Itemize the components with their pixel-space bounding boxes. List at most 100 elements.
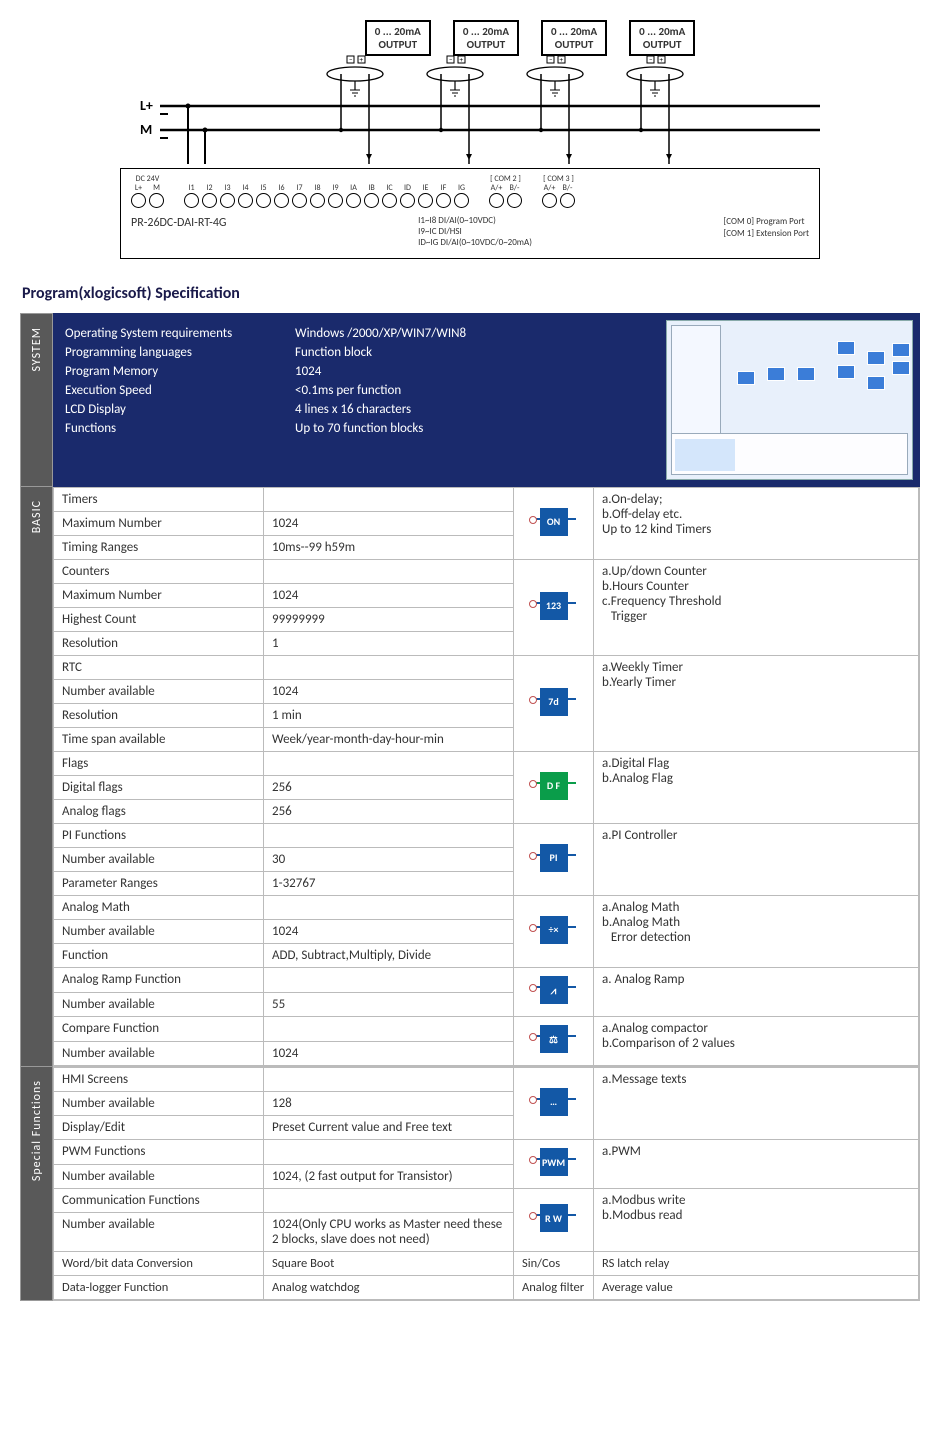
spec-value: RS latch relay	[594, 1252, 919, 1276]
group-header: Counters	[54, 560, 264, 584]
system-row: FunctionsUp to 70 function blocks	[65, 419, 647, 438]
group-desc: a.Digital Flagb.Analog Flag	[594, 752, 919, 824]
function-block-icon: ÷×	[532, 912, 576, 948]
terminal-power: DC 24V L+M	[131, 175, 164, 208]
spec-key: Number available	[54, 1164, 264, 1189]
system-value: 1024	[295, 362, 647, 381]
tab-basic: BASIC	[21, 487, 53, 1067]
spec-value: Analog filter	[514, 1276, 594, 1300]
svg-text:+: +	[460, 55, 464, 64]
output-box: 0 ... 20mAOUTPUT	[541, 20, 607, 56]
system-key: Functions	[65, 419, 295, 438]
group-desc: a.Analog Mathb.Analog Math Error detecti…	[594, 896, 919, 968]
svg-text:+: +	[360, 55, 364, 64]
spec-value: 55	[264, 992, 514, 1017]
spec-key: Number available	[54, 848, 264, 872]
group-header: PWM Functions	[54, 1140, 264, 1165]
system-key: Program Memory	[65, 362, 295, 381]
group-header: Compare Function	[54, 1017, 264, 1042]
wiring-diagram: 0 ... 20mAOUTPUT0 ... 20mAOUTPUT0 ... 20…	[120, 20, 820, 259]
group-header: Analog Ramp Function	[54, 968, 264, 993]
output-box: 0 ... 20mAOUTPUT	[365, 20, 431, 56]
spec-value: 30	[264, 848, 514, 872]
function-block-icon: D F	[532, 768, 576, 804]
group-desc: a.Analog compactorb.Comparison of 2 valu…	[594, 1017, 919, 1066]
group-desc: a.PI Controller	[594, 824, 919, 896]
software-screenshot	[660, 314, 920, 487]
spec-key: Function	[54, 944, 264, 968]
spec-value: 10ms--99 h59m	[264, 536, 514, 560]
terminal-block: DC 24V L+M I1I2I3I4I5I6I7I8I9IAIBICIDIEI…	[120, 168, 820, 259]
spec-key: Number available	[54, 1041, 264, 1066]
group-desc: a. Analog Ramp	[594, 968, 919, 1017]
model-name: PR-26DC-DAI-RT-4G	[131, 216, 227, 248]
spec-value: 256	[264, 800, 514, 824]
tab-system: SYSTEM	[21, 314, 53, 487]
group-desc: a.On-delay;b.Off-delay etc.Up to 12 kind…	[594, 488, 919, 560]
svg-text:+: +	[560, 55, 564, 64]
function-block-icon: ⩘	[532, 972, 576, 1008]
port-notes: [COM 0] Program Port[COM 1] Extension Po…	[724, 216, 809, 248]
spec-value: 256	[264, 776, 514, 800]
spec-value: 1024	[264, 680, 514, 704]
terminal-inputs: I1I2I3I4I5I6I7I8I9IAIBICIDIEIFIG	[184, 184, 469, 208]
spec-value: Week/year-month-day-hour-min	[264, 728, 514, 752]
spec-value: 1	[264, 632, 514, 656]
group-desc: a.Modbus writeb.Modbus read	[594, 1189, 919, 1252]
function-block-icon: 123	[532, 588, 576, 624]
spec-value: 1 min	[264, 704, 514, 728]
spec-table: SYSTEM Operating System requirementsWind…	[20, 313, 920, 1301]
system-value: Up to 70 function blocks	[295, 419, 647, 438]
system-value: Function block	[295, 343, 647, 362]
group-header: PI Functions	[54, 824, 264, 848]
spec-value: 1-32767	[264, 872, 514, 896]
function-block-icon: ON	[532, 504, 576, 540]
function-block-icon: PI	[532, 840, 576, 876]
spec-value: Square Boot	[264, 1252, 514, 1276]
spec-key: Number available	[54, 680, 264, 704]
spec-key: Resolution	[54, 704, 264, 728]
svg-text:+: +	[660, 55, 664, 64]
system-row: LCD Display4 lines x 16 characters	[65, 400, 647, 419]
section-title: Program(xlogicsoft) Specification	[22, 284, 920, 303]
spec-value: 99999999	[264, 608, 514, 632]
spec-value: 1024(Only CPU works as Master need these…	[264, 1213, 514, 1252]
function-block-icon: R W	[532, 1200, 576, 1236]
spec-key: Highest Count	[54, 608, 264, 632]
spec-value: 1024	[264, 584, 514, 608]
spec-value: 128	[264, 1092, 514, 1116]
spec-key: Maximum Number	[54, 512, 264, 536]
spec-value: 1024	[264, 920, 514, 944]
group-desc: a.Message texts	[594, 1068, 919, 1140]
system-value: Windows /2000/XP/WIN7/WIN8	[295, 324, 647, 343]
spec-value: Preset Current value and Free text	[264, 1116, 514, 1140]
function-block-icon: PWM	[532, 1144, 576, 1180]
function-block-icon: 7d	[532, 684, 576, 720]
system-key: Execution Speed	[65, 381, 295, 400]
spec-value: ADD, Subtract,Multiply, Divide	[264, 944, 514, 968]
group-header: Flags	[54, 752, 264, 776]
spec-value: Sin/Cos	[514, 1252, 594, 1276]
group-desc: a.Weekly Timerb.Yearly Timer	[594, 656, 919, 752]
wiring-lines: L+ M − + − + − +	[120, 54, 820, 164]
spec-key: Maximum Number	[54, 584, 264, 608]
system-row: Operating System requirementsWindows /20…	[65, 324, 647, 343]
spec-key: Word/bit data Conversion	[54, 1252, 264, 1276]
function-block-icon: ⚖	[532, 1021, 576, 1057]
system-key: Programming languages	[65, 343, 295, 362]
group-desc: a.PWM	[594, 1140, 919, 1189]
group-desc: a.Up/down Counterb.Hours Counterc.Freque…	[594, 560, 919, 656]
spec-key: Data-logger Function	[54, 1276, 264, 1300]
system-specs: Operating System requirementsWindows /20…	[53, 314, 660, 487]
rail-label: M	[140, 121, 152, 138]
spec-value: 1024, (2 fast output for Transistor)	[264, 1164, 514, 1189]
spec-key: Display/Edit	[54, 1116, 264, 1140]
basic-sections: Timers ON a.On-delay;b.Off-delay etc.Up …	[53, 487, 919, 1066]
terminal-com3: [ COM 3 ] A/+B/-	[542, 175, 575, 208]
group-header: Timers	[54, 488, 264, 512]
spec-key: Parameter Ranges	[54, 872, 264, 896]
system-key: LCD Display	[65, 400, 295, 419]
spec-key: Number available	[54, 1213, 264, 1252]
special-sections: HMI Screens … a.Message textsNumber avai…	[53, 1067, 919, 1300]
rail-label: L+	[140, 97, 153, 114]
